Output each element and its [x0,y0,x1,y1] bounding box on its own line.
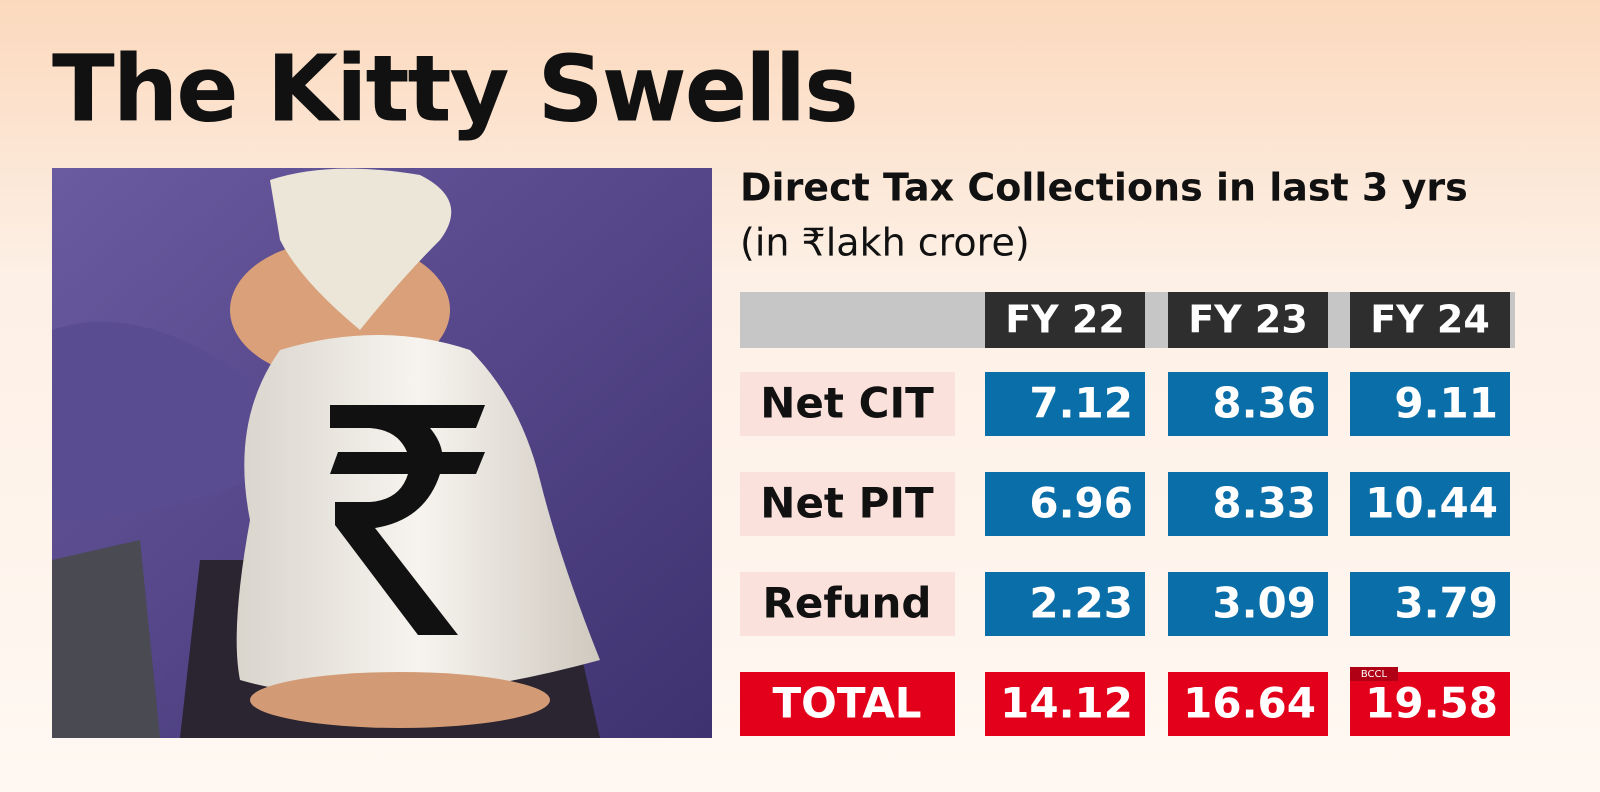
credit: BCCL [1361,669,1388,680]
value: 19.58 [1365,679,1498,728]
value: 9.11 [1394,379,1498,428]
column-header: FY 24 [1370,298,1490,342]
column-header-cell [1350,292,1510,348]
value: 8.36 [1212,379,1316,428]
row-label-cell [740,372,955,436]
value: 3.79 [1394,579,1498,628]
value: 16.64 [1183,679,1316,728]
value-cell [1350,672,1510,736]
value-cell [1350,572,1510,636]
subtitle: Direct Tax Collections in last 3 yrs [740,166,1468,210]
row-label: Refund [763,579,932,628]
value-cell [1168,472,1328,536]
value-cell [1350,372,1510,436]
row-label-cell [740,572,955,636]
row-label-cell [740,672,955,736]
value-cell [1168,672,1328,736]
value-cell [1168,372,1328,436]
title: The Kitty Swells [52,35,857,142]
column-header: FY 22 [1005,298,1125,342]
value: 3.09 [1212,579,1316,628]
column-header-cell [985,292,1145,348]
value-cell [985,572,1145,636]
value: 8.33 [1212,479,1316,528]
value: 7.12 [1029,379,1133,428]
value-cell [985,672,1145,736]
value-cell [1168,572,1328,636]
table: FY 22 FY 23 FY 24 Net CIT 7.12 8.36 9.11 Net PI… [740,292,1510,736]
row-label: Net CIT [760,379,934,428]
value: 10.44 [1365,479,1498,528]
photo [52,168,712,738]
row-label: TOTAL [772,679,921,728]
value: 6.96 [1029,479,1133,528]
unit-label: (in ₹lakh crore) [740,221,1030,265]
column-header-cell [1168,292,1328,348]
value: 14.12 [1000,679,1133,728]
value: 2.23 [1029,579,1133,628]
value-cell [985,372,1145,436]
row-label: Net PIT [760,479,934,528]
row-label-cell [740,472,955,536]
credit-bg [1350,667,1398,681]
column-header: FY 23 [1188,298,1308,342]
value-cell [985,472,1145,536]
value-cell [1350,472,1510,536]
